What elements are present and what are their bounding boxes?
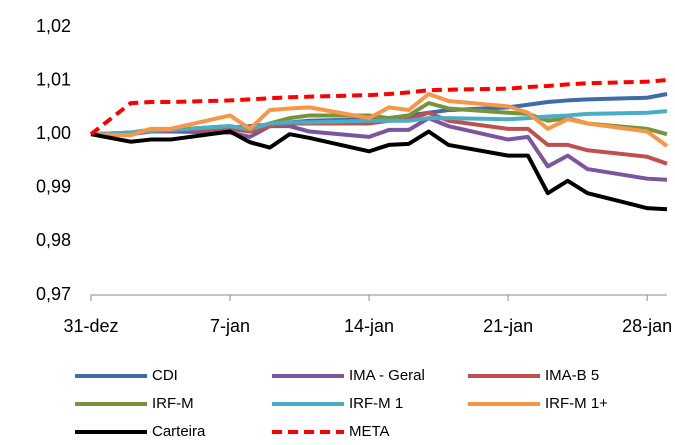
x-tick-label: 7-jan bbox=[210, 316, 250, 336]
series-line bbox=[89, 78, 668, 136]
legend-label: IMA - Geral bbox=[349, 367, 425, 384]
x-tick-label: 31-dez bbox=[63, 316, 118, 336]
series-line bbox=[90, 109, 668, 137]
x-tick-label: 21-jan bbox=[483, 316, 533, 336]
legend-label: CDI bbox=[152, 367, 178, 384]
legend-label: META bbox=[349, 423, 390, 440]
legend-label: IRF-M 1+ bbox=[545, 395, 608, 412]
y-tick-label: 0,99 bbox=[36, 177, 71, 197]
y-tick-label: 1,02 bbox=[36, 16, 71, 36]
y-tick-label: 1,00 bbox=[36, 123, 71, 143]
series-line bbox=[90, 129, 668, 212]
y-tick-label: 0,98 bbox=[36, 230, 71, 250]
legend-label: IMA-B 5 bbox=[545, 367, 599, 384]
series-line bbox=[90, 92, 669, 148]
legend-label: Carteira bbox=[152, 423, 206, 440]
y-tick-label: 1,01 bbox=[36, 69, 71, 89]
x-tick-label: 28-jan bbox=[622, 316, 672, 336]
legend-label: IRF-M bbox=[152, 395, 194, 412]
legend-label: IRF-M 1 bbox=[349, 395, 403, 412]
y-tick-label: 0,97 bbox=[36, 284, 71, 304]
series-line bbox=[91, 116, 668, 182]
x-tick-label: 14-jan bbox=[344, 316, 394, 336]
